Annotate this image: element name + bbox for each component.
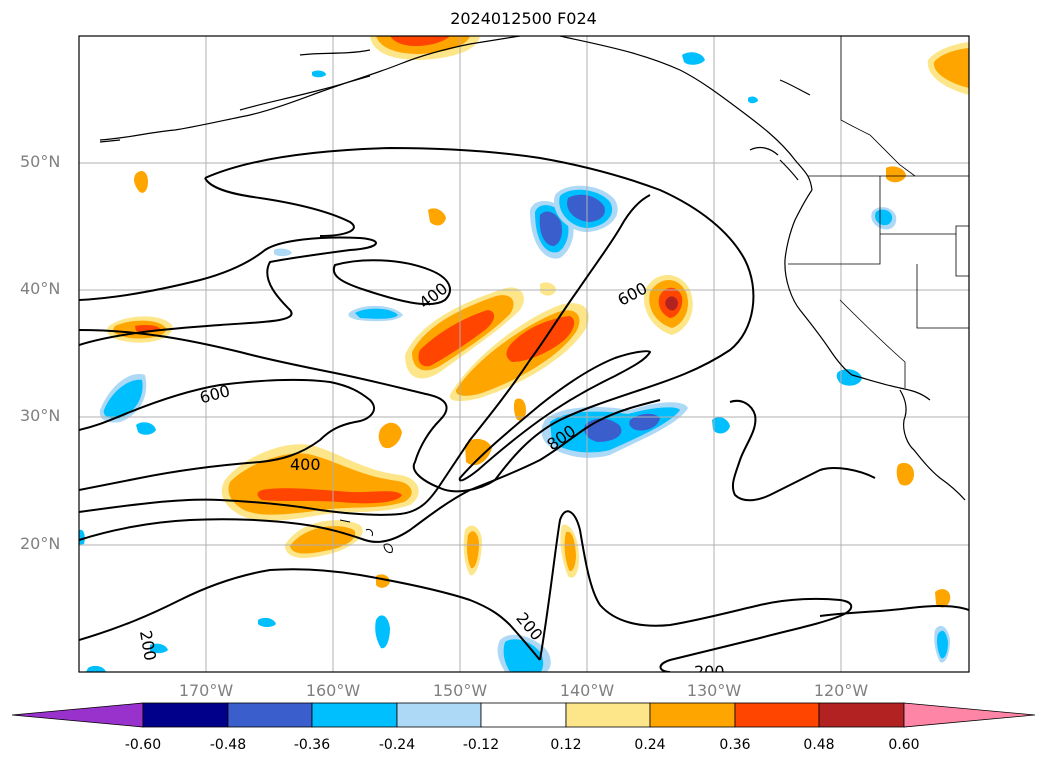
negative-anomaly-areas xyxy=(79,52,950,672)
colorbar-segment xyxy=(734,702,820,728)
colorbar xyxy=(11,702,1036,728)
lon-label: 120°W xyxy=(813,681,869,700)
colorbar-tick-label: 0.36 xyxy=(719,737,751,753)
colorbar-segment xyxy=(565,702,651,728)
colorbar-segment xyxy=(142,702,229,728)
lon-label: 170°W xyxy=(178,681,234,700)
map-area: 400 600 600 800 400 200 200 200 xyxy=(79,36,969,681)
graticule xyxy=(79,36,969,672)
lon-label: 130°W xyxy=(686,681,742,700)
colorbar-segment xyxy=(480,702,567,728)
colorbar-tick-label: -0.60 xyxy=(124,737,162,753)
state-borders xyxy=(788,36,969,388)
contour-label: 400 xyxy=(415,279,451,313)
colorbar-segment xyxy=(227,702,313,728)
colorbar-tick-label: 0.48 xyxy=(803,737,835,753)
lon-label: 140°W xyxy=(559,681,615,700)
colorbar-segment xyxy=(396,702,482,728)
positive-anomaly-areas xyxy=(106,36,969,608)
map-frame xyxy=(78,35,970,673)
contour-label: 200 xyxy=(136,629,160,662)
hawaii-islands xyxy=(339,519,393,553)
contour-label: 400 xyxy=(290,455,321,474)
colorbar-segment xyxy=(649,702,736,728)
height-contours xyxy=(79,146,969,672)
colorbar-tick-label: 0.60 xyxy=(888,737,920,753)
colorbar-segment xyxy=(818,702,905,728)
map-title: 2024012500 F024 xyxy=(450,9,597,28)
colorbar-under-extension xyxy=(11,702,144,728)
coastlines xyxy=(99,36,966,501)
colorbar-tick-label: -0.12 xyxy=(462,737,500,753)
colorbar-over-extension xyxy=(903,702,1036,728)
contour-label: 600 xyxy=(198,381,232,407)
lat-label: 50°N xyxy=(20,152,61,171)
lat-label: 40°N xyxy=(20,279,61,298)
lat-label: 30°N xyxy=(20,406,61,425)
colorbar-tick-label: 0.12 xyxy=(550,737,582,753)
colorbar-tick-label: -0.24 xyxy=(378,737,416,753)
lon-label: 150°W xyxy=(432,681,488,700)
colorbar-tick-label: 0.24 xyxy=(634,737,666,753)
lon-label: 160°W xyxy=(305,681,361,700)
lat-label: 20°N xyxy=(20,534,61,553)
colorbar-segment xyxy=(311,702,398,728)
colorbar-tick-label: -0.36 xyxy=(293,737,331,753)
contour-label: 200 xyxy=(694,662,725,681)
colorbar-tick-label: -0.48 xyxy=(209,737,247,753)
